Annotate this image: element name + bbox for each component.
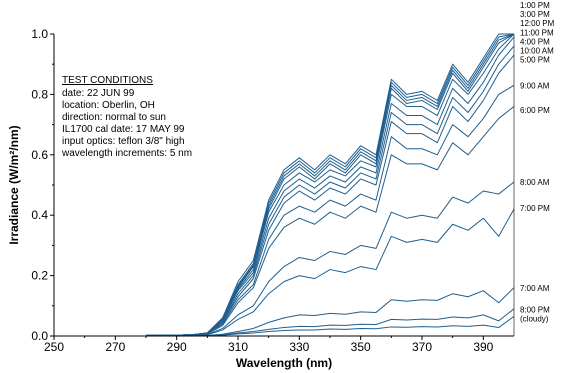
series-label: 1:00 PM xyxy=(520,1,550,10)
test-conditions-heading: TEST CONDITIONS xyxy=(62,75,153,86)
x-tick-label: 350 xyxy=(351,340,371,354)
x-tick-label: 270 xyxy=(105,340,125,354)
series-label: 12:00 PM xyxy=(520,19,555,28)
series-label: 3:00 PM xyxy=(520,10,550,19)
x-axis-title: Wavelength (nm) xyxy=(236,356,332,370)
series-label: 7:00 PM xyxy=(520,204,550,213)
series-line xyxy=(146,106,514,336)
series-label: 9:00 AM xyxy=(520,81,550,90)
y-tick-label: 0.4 xyxy=(31,208,48,222)
series-label: 7:00 AM xyxy=(520,284,550,293)
condition-line: IL1700 cal date: 17 MAY 99 xyxy=(62,124,185,135)
x-tick-label: 290 xyxy=(167,340,187,354)
series-label: 11:00 PM xyxy=(520,28,554,37)
x-tick-label: 390 xyxy=(473,340,493,354)
series-label: 5:00 PM xyxy=(520,56,550,65)
condition-line: input optics: teflon 3/8" high xyxy=(62,136,185,147)
condition-line: wavelength increments: 5 nm xyxy=(61,148,192,159)
y-tick-label: 1.0 xyxy=(31,27,48,41)
y-tick-label: 0.2 xyxy=(31,269,48,283)
series-label: 8:00 AM xyxy=(520,178,550,187)
series-label: 10:00 AM xyxy=(520,46,554,55)
x-tick-label: 250 xyxy=(44,340,64,354)
x-tick-label: 370 xyxy=(412,340,432,354)
condition-line: direction: normal to sun xyxy=(62,112,166,123)
series-label: 6:00 PM xyxy=(520,106,550,115)
y-tick-label: 0.6 xyxy=(31,148,48,162)
series-label: 4:00 PM xyxy=(520,38,550,47)
series-line xyxy=(146,208,514,336)
x-tick-label: 310 xyxy=(228,340,248,354)
y-ticks: 0.0 0.2 0.4 0.6 0.8 1.0 xyxy=(31,27,54,343)
test-conditions-box: TEST CONDITIONS date: 22 JUN 99 location… xyxy=(61,75,192,159)
condition-line: date: 22 JUN 99 xyxy=(62,88,135,99)
y-axis-title: Irradiance (W/m²/nm) xyxy=(7,125,21,244)
y-tick-label: 0.8 xyxy=(31,87,48,101)
series-layer xyxy=(146,33,514,336)
series-label: (cloudy) xyxy=(520,314,549,323)
x-tick-label: 330 xyxy=(289,340,309,354)
x-ticks: 250 270 290 310 330 350 370 390 xyxy=(44,336,494,354)
y-tick-label: 0.0 xyxy=(31,329,48,343)
series-label: 8:00 PM xyxy=(520,305,550,314)
condition-line: location: Oberlin, OH xyxy=(62,100,155,111)
